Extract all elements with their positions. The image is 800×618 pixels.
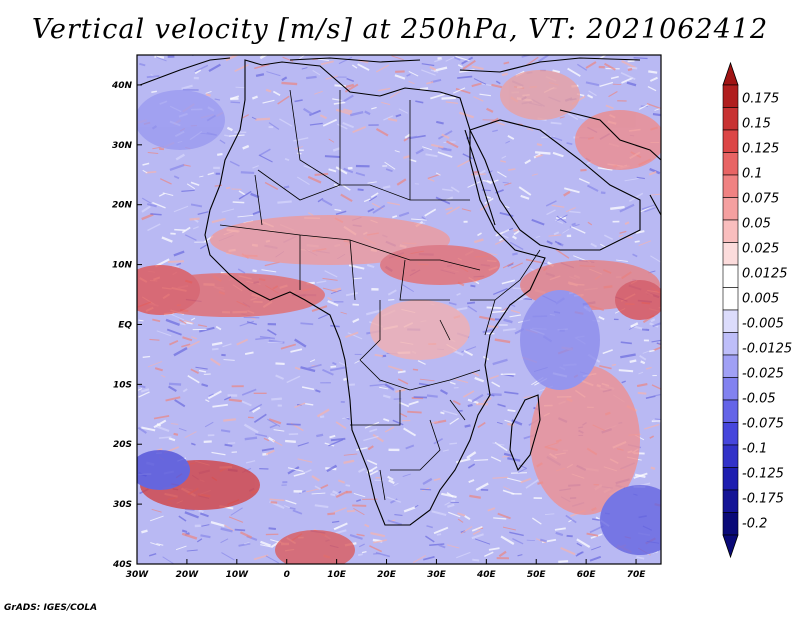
colorbar-bottom-arrow — [722, 534, 739, 559]
lon-tick-label: 70E — [627, 570, 647, 580]
map-frame — [136, 54, 662, 565]
map-title: Vertical velocity [m/s] at 250hPa, VT: 2… — [31, 14, 769, 45]
colorbar-swatch — [722, 467, 739, 491]
colorbar-swatch — [722, 377, 739, 401]
coastlines — [139, 57, 661, 526]
colorbar-label: -0.2 — [742, 517, 767, 532]
lon-tick-label: 30E — [427, 570, 447, 580]
latitude-axis: 40N 30N 20N 10N EQ 10S 20S 30S 40S — [111, 81, 142, 570]
lat-tick-label: 40N — [111, 81, 133, 91]
colorbar-swatch — [722, 129, 739, 153]
colorbar-label: 0.05 — [742, 217, 771, 232]
colorbar-label: 0.0125 — [742, 267, 788, 282]
colorbar-swatch — [722, 197, 739, 221]
colorbar-swatch — [722, 354, 739, 378]
colorbar-label: -0.175 — [742, 492, 784, 507]
colorbar-swatch — [722, 332, 739, 356]
lon-tick-label: 30W — [126, 570, 150, 580]
lat-tick-label: 30N — [112, 141, 133, 151]
lat-tick-label: 30S — [113, 500, 132, 510]
colorbar-label: -0.125 — [742, 467, 784, 482]
lon-tick-label: 50E — [527, 570, 547, 580]
colorbar-swatch — [722, 174, 739, 198]
lon-tick-label: 10W — [226, 570, 250, 580]
grads-credit: GrADS: IGES/COLA — [4, 603, 98, 613]
colorbar-swatch — [722, 444, 739, 468]
colorbar-label: 0.025 — [742, 242, 779, 257]
colorbar-label: 0.125 — [742, 142, 779, 157]
colorbar-label: -0.075 — [742, 417, 784, 432]
lon-tick-label: 40E — [476, 570, 497, 580]
colorbar-swatch — [722, 309, 739, 333]
colorbar-swatch — [722, 219, 739, 243]
colorbar-top-arrow — [722, 61, 739, 86]
country-borders — [219, 89, 541, 501]
colorbar-swatch — [722, 84, 739, 108]
lat-tick-label: 40S — [112, 560, 132, 570]
colorbar-label: -0.05 — [742, 392, 776, 407]
colorbar-label: -0.025 — [742, 367, 784, 382]
colorbar-label: -0.0125 — [742, 342, 792, 357]
lat-tick-label: EQ — [118, 320, 132, 330]
colorbar-label: -0.1 — [742, 442, 767, 457]
colorbar-swatch — [722, 489, 739, 513]
colorbar-swatch — [722, 152, 739, 176]
colorbar-swatch — [722, 264, 739, 288]
lon-tick-label: 10E — [327, 570, 347, 580]
lat-tick-label: 10N — [112, 261, 133, 271]
field-blobs — [137, 70, 661, 564]
lat-tick-label: 20N — [112, 201, 133, 211]
colorbar-swatch — [722, 512, 739, 536]
lon-tick-label: 60E — [577, 570, 597, 580]
lon-tick-label: 0 — [284, 570, 290, 580]
longitude-axis: 30W 20W 10W 0 10E 20E 30E 40E 50E 60E 70E — [126, 559, 646, 580]
colorbar-label: 0.005 — [742, 292, 779, 307]
colorbar-label: 0.175 — [742, 92, 779, 107]
colorbar-label: 0.1 — [742, 167, 763, 182]
colorbar-swatch — [722, 422, 739, 446]
colorbar-swatch — [722, 399, 739, 423]
colorbar-label: -0.005 — [742, 317, 784, 332]
colorbar-swatch — [722, 287, 739, 311]
colorbar-label: 0.15 — [742, 117, 771, 132]
colorbar-swatch — [722, 242, 739, 266]
lon-tick-label: 20W — [176, 570, 200, 580]
colorbar-swatch — [722, 107, 739, 131]
lat-tick-label: 20S — [113, 440, 132, 450]
lon-tick-label: 20E — [377, 570, 397, 580]
lat-tick-label: 10S — [113, 380, 132, 390]
colorbar-label: 0.075 — [742, 192, 779, 207]
colorbar: 0.175 0.15 0.125 0.1 0.075 0.05 0.025 0.0125 0.0… — [722, 61, 792, 559]
velocity-field — [137, 55, 661, 564]
